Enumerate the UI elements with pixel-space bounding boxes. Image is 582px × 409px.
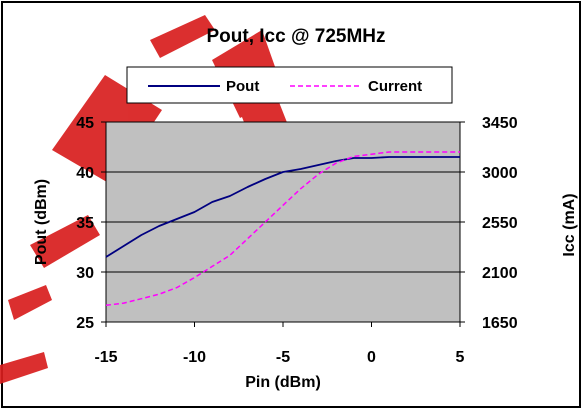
chart-title: Pout, Icc @ 725MHz [206, 26, 385, 47]
y-right-tick-label: 1650 [482, 315, 518, 332]
y-left-tick-label: 35 [76, 215, 94, 232]
y-axis-left-label: Pout (dBm) [33, 179, 50, 265]
series-layer [105, 151, 460, 307]
x-tick-label: -10 [183, 349, 206, 366]
y-left-tick-label: 40 [76, 165, 94, 182]
x-tick-label: 0 [367, 349, 376, 366]
y-axis-right-label: Icc (mA) [561, 193, 578, 256]
legend: Pout Current [126, 66, 453, 104]
series-line-pout [105, 156, 460, 258]
x-tick-label: -15 [94, 349, 117, 366]
y-left-tick-label: 25 [76, 315, 94, 332]
y-right-tick-label: 3450 [482, 115, 518, 132]
y-left-tick-label: 45 [76, 115, 94, 132]
y-right-tick-label: 3000 [482, 165, 518, 182]
y-right-tick-label: 2550 [482, 215, 518, 232]
axes: 25 30 35 40 45 1650 2100 2550 3000 3450 -15 -10 -5 0 5 [76, 115, 517, 366]
y-right-tick-label: 2100 [482, 265, 518, 282]
x-axis-label: Pin (dBm) [245, 374, 321, 391]
y-left-tick-label: 30 [76, 265, 94, 282]
legend-pout-label: Pout [226, 78, 259, 95]
series-line-current [105, 151, 460, 307]
legend-current-label: Current [368, 78, 422, 95]
x-tick-label: -5 [276, 349, 290, 366]
x-tick-label: 5 [456, 349, 465, 366]
